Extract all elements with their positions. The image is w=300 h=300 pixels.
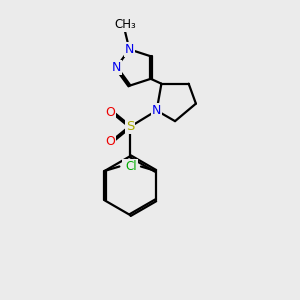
Text: CH₃: CH₃	[114, 18, 136, 31]
Text: O: O	[106, 106, 116, 118]
Text: S: S	[126, 120, 134, 133]
Text: Cl: Cl	[123, 160, 135, 173]
Text: N: N	[112, 61, 121, 74]
Text: N: N	[125, 43, 134, 56]
Text: Cl: Cl	[125, 160, 137, 173]
Text: O: O	[106, 135, 116, 148]
Text: N: N	[152, 104, 161, 117]
